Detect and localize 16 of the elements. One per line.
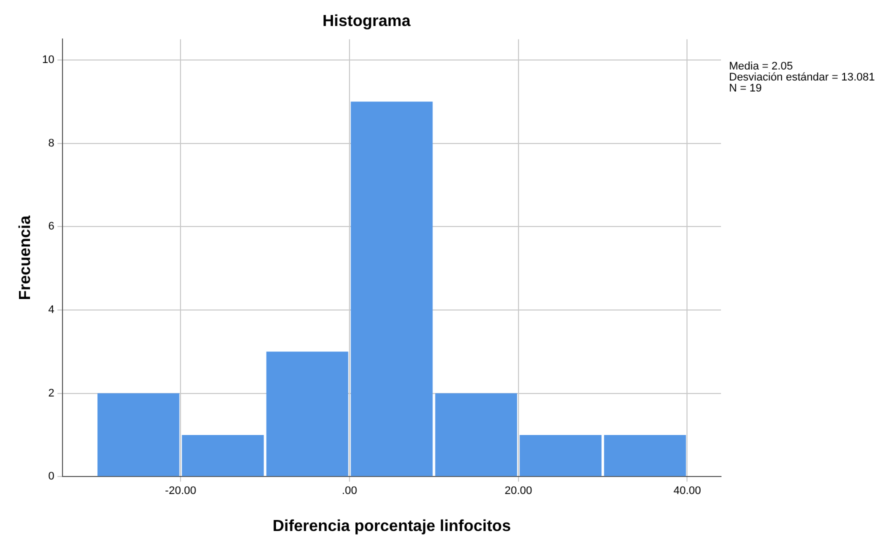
text: Media = 2.05 <box>729 60 793 73</box>
y-tick-label: 8 <box>48 137 54 150</box>
text: Desviación estándar = 13.081 <box>729 72 875 84</box>
y-tick-label: 0 <box>48 470 54 483</box>
y-tick-label: 6 <box>48 220 54 233</box>
x-tick-label: 40.00 <box>673 485 701 498</box>
y-tick-label: 4 <box>48 304 54 316</box>
x-tick-label: .00 <box>342 485 358 498</box>
x-tick-label: 20.00 <box>504 485 532 498</box>
chart-title: Histograma <box>322 13 411 30</box>
x-axis-title: Diferencia porcentaje linfocitos <box>272 518 511 535</box>
x-tick-label: -20.00 <box>165 485 196 498</box>
y-tick-label: 2 <box>48 387 54 400</box>
y-tick-label: 10 <box>42 54 54 66</box>
y-axis-title: Frecuencia <box>17 216 34 300</box>
text: N = 19 <box>729 82 762 95</box>
